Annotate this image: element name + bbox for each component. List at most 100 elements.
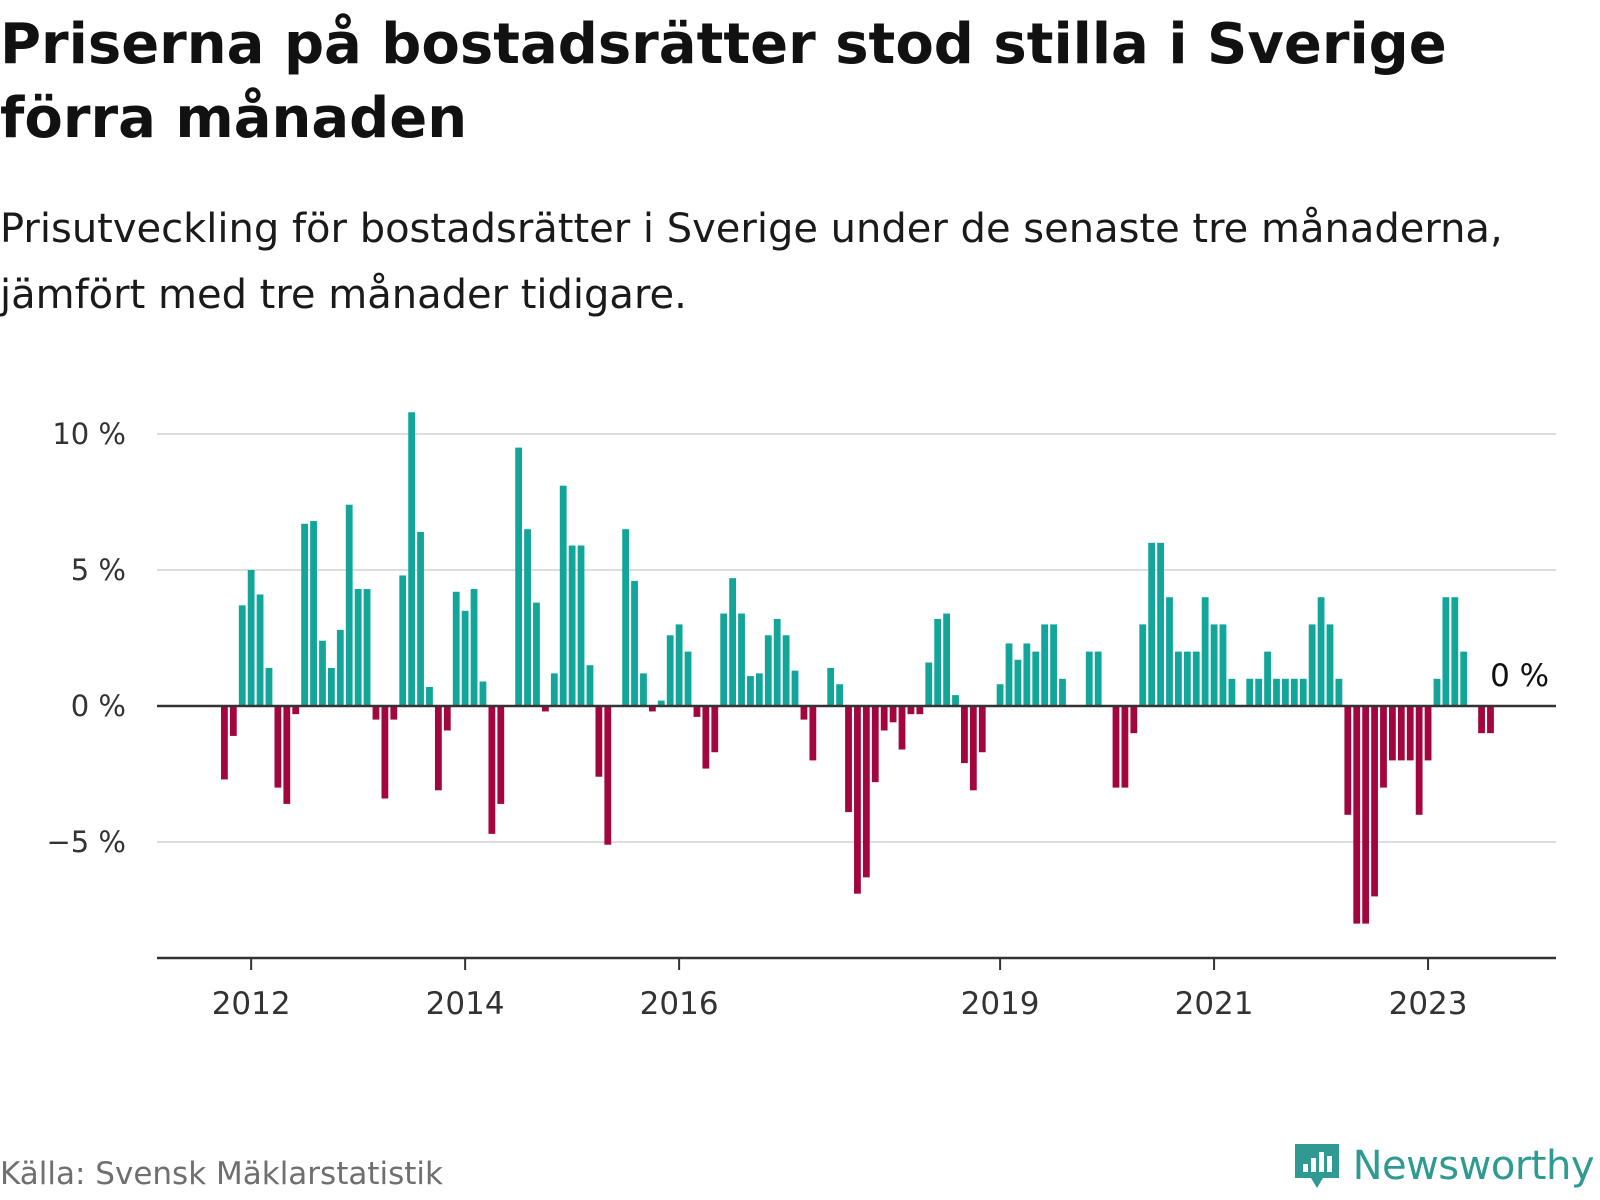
bar <box>247 570 255 706</box>
bar <box>711 706 719 753</box>
bar <box>800 706 808 720</box>
bar <box>996 684 1004 706</box>
bar <box>1210 624 1218 706</box>
bar <box>408 412 416 706</box>
bar <box>764 635 772 706</box>
bar <box>301 523 309 706</box>
source-note: Källa: Svensk Mäklarstatistik <box>0 1156 443 1192</box>
bar <box>1023 643 1031 706</box>
bar <box>577 545 585 706</box>
bar <box>452 591 460 706</box>
bar <box>470 589 478 706</box>
bar <box>1059 678 1066 706</box>
bar <box>363 589 371 706</box>
bar <box>862 706 870 878</box>
bar <box>943 613 950 706</box>
bars <box>221 412 1494 924</box>
bar <box>559 485 567 706</box>
bar <box>1166 597 1173 706</box>
bar <box>265 667 273 706</box>
axes: 10 % 5 % 0 % −5 % 2012 2014 2016 2019 2021 2023 <box>46 417 1556 1022</box>
bar <box>229 706 237 736</box>
bar <box>381 706 389 799</box>
y-tick-label: 5 % <box>71 553 126 587</box>
bar <box>1460 651 1468 706</box>
bar <box>666 635 674 706</box>
bar <box>568 545 576 706</box>
bar <box>1362 706 1370 924</box>
newsworthy-logo-icon <box>1294 1144 1339 1188</box>
bar <box>978 706 986 753</box>
bar <box>1380 706 1387 788</box>
bar <box>631 580 638 706</box>
bar <box>1201 597 1209 706</box>
bar <box>1121 706 1129 788</box>
bar <box>827 667 835 706</box>
bar <box>283 706 291 804</box>
bar <box>1050 624 1057 706</box>
x-tick-label: 2014 <box>426 986 505 1022</box>
bar <box>1478 706 1485 734</box>
bar <box>1041 624 1049 706</box>
bar <box>1406 706 1414 761</box>
bar <box>1264 651 1271 706</box>
bar <box>1308 624 1316 706</box>
bar <box>1014 659 1022 706</box>
bar <box>871 706 879 783</box>
bar <box>256 594 264 706</box>
bar <box>488 706 496 834</box>
bar <box>1273 678 1280 706</box>
x-tick-label: 2021 <box>1175 986 1254 1022</box>
bar <box>497 706 505 804</box>
bar <box>675 624 683 706</box>
bar <box>1005 643 1013 706</box>
bar <box>550 673 558 706</box>
bar <box>702 706 710 769</box>
bar <box>854 706 861 894</box>
bar <box>1246 678 1254 706</box>
bar <box>1157 542 1164 706</box>
bar <box>1175 651 1182 706</box>
bar <box>738 613 745 706</box>
bar <box>640 673 647 706</box>
bar <box>845 706 852 813</box>
bar <box>434 706 442 791</box>
bar <box>622 529 630 706</box>
bar <box>1085 651 1093 706</box>
x-tick-label: 2016 <box>640 986 719 1022</box>
bar <box>426 686 433 706</box>
bar <box>524 529 531 706</box>
bar <box>1442 597 1450 706</box>
bar <box>1183 651 1191 706</box>
bar <box>907 706 915 715</box>
bar <box>1433 678 1441 706</box>
bar <box>541 706 549 712</box>
bar <box>952 695 959 706</box>
x-tick-label: 2012 <box>212 986 291 1022</box>
bar <box>399 575 407 706</box>
bar <box>461 610 469 706</box>
bar <box>372 706 380 720</box>
bar <box>1255 678 1263 706</box>
bar <box>1290 678 1298 706</box>
brand-logo[interactable]: Newsworthy <box>1291 1140 1595 1192</box>
bar <box>791 670 799 706</box>
bar <box>595 706 603 777</box>
bar <box>729 578 737 706</box>
bar <box>1282 678 1289 706</box>
bar <box>1415 706 1423 815</box>
bar <box>934 618 942 706</box>
bar <box>1148 542 1156 706</box>
bar <box>417 531 424 706</box>
bar <box>755 673 763 706</box>
bar <box>1353 706 1361 924</box>
bar <box>1130 706 1138 734</box>
bar <box>515 447 523 706</box>
bar <box>292 706 300 715</box>
bar <box>693 706 701 717</box>
bar <box>345 504 353 706</box>
bar <box>684 651 692 706</box>
bar <box>1228 678 1236 706</box>
bar <box>1094 651 1102 706</box>
bar <box>961 706 968 764</box>
